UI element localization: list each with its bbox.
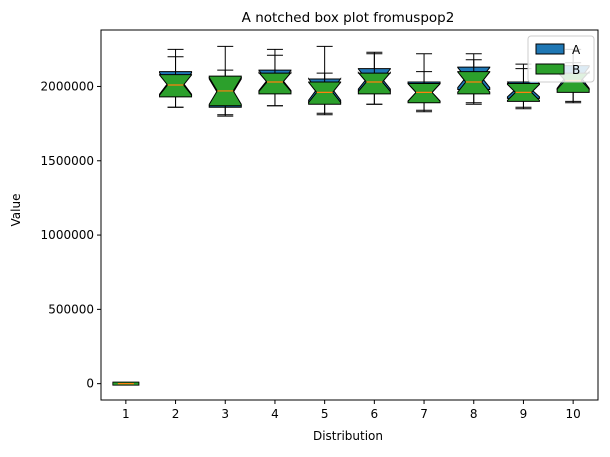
x-tick-label: 1 [122, 407, 130, 421]
x-tick-label: 3 [221, 407, 229, 421]
notched-box [357, 71, 391, 95]
box-B-4 [258, 48, 292, 107]
box-B-5 [308, 72, 342, 114]
y-tick-label: 1500000 [41, 154, 94, 168]
y-tick-label: 1000000 [41, 228, 94, 242]
notched-box [457, 71, 491, 95]
legend-swatch-A [535, 43, 565, 55]
y-tick-label: 500000 [48, 302, 94, 316]
notched-box [258, 71, 292, 95]
x-tick-label: 6 [371, 407, 379, 421]
x-tick-label: 5 [321, 407, 329, 421]
notched-box [159, 74, 193, 98]
box-B-7 [407, 71, 441, 113]
x-tick-label: 8 [470, 407, 478, 421]
plot-area: 0 500000 1000000 1500000 2000000 1 2 3 4 5 6 7 8 9 10 [41, 29, 599, 421]
plot-frame [100, 29, 599, 401]
x-tick-label: 10 [566, 407, 581, 421]
legend-swatch-B [535, 63, 565, 75]
legend-label-B: B [572, 63, 580, 77]
x-tick-label: 7 [420, 407, 428, 421]
notched-box [308, 81, 342, 105]
box-B-6 [357, 53, 391, 105]
x-tick-label: 2 [172, 407, 180, 421]
legend: AB [527, 35, 595, 83]
x-tick-label: 9 [520, 407, 528, 421]
y-tick-label: 2000000 [41, 79, 94, 93]
notched-box [407, 82, 441, 104]
legend-label-A: A [572, 43, 581, 57]
y-axis-label: Value [9, 194, 23, 227]
box-B-8 [457, 59, 491, 105]
box-B-1 [112, 381, 140, 386]
y-tick-label: 0 [86, 377, 94, 391]
chart-title: A notched box plot fromuspop2 [242, 10, 455, 26]
box-B-3 [208, 69, 242, 116]
x-tick-label: 4 [271, 407, 279, 421]
legend-box [527, 35, 595, 83]
x-axis-label: Distribution [313, 429, 383, 443]
box-B-9 [506, 68, 540, 110]
box-B-2 [159, 48, 193, 108]
